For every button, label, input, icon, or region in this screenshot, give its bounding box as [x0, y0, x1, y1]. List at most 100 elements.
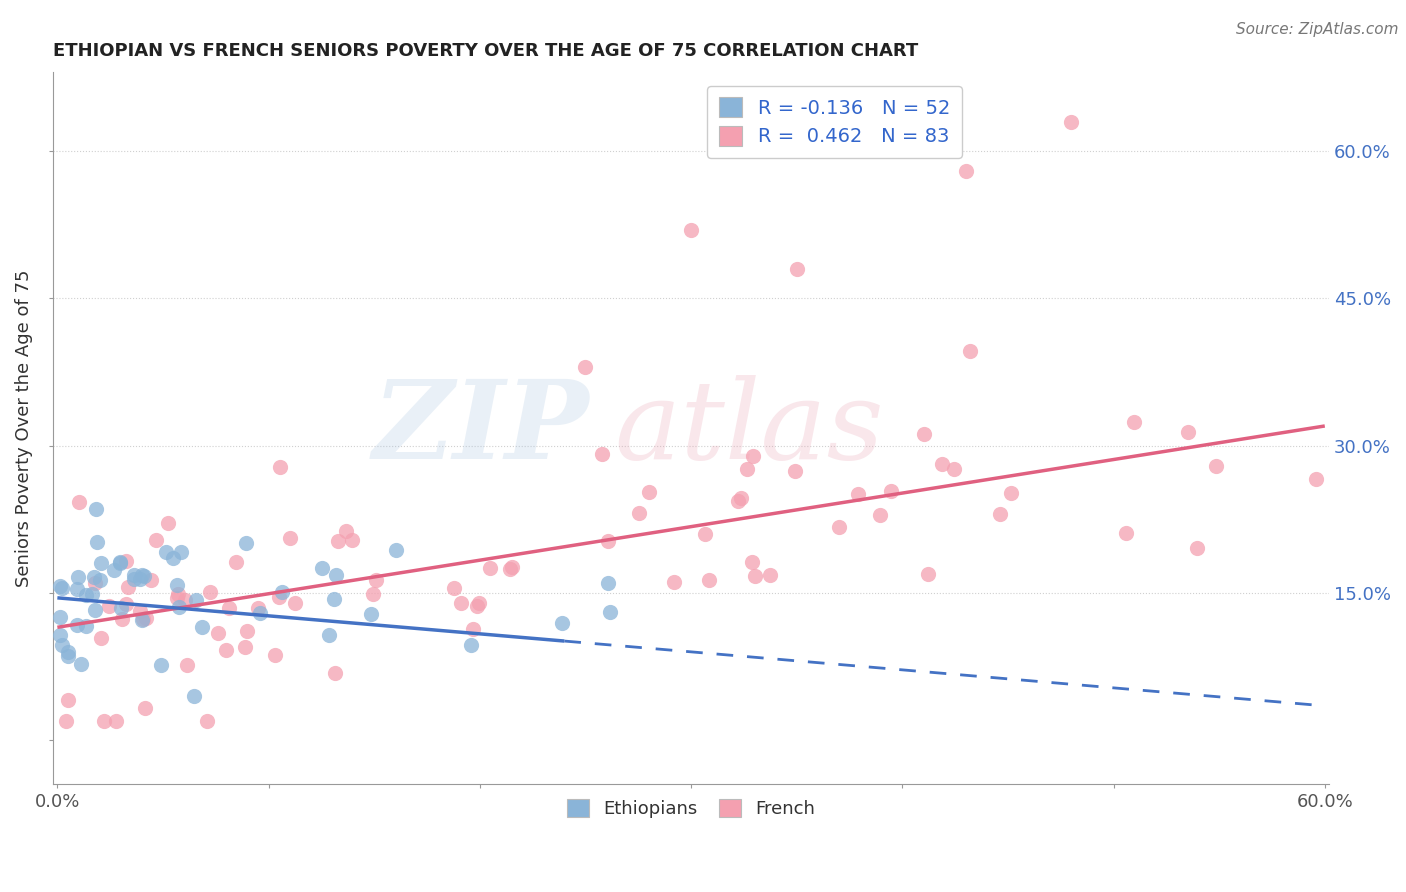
Point: [783, 464, 806, 478]
Point: [463, 622, 485, 636]
Point: [66, 570, 89, 584]
Point: [170, 545, 193, 559]
Point: [269, 590, 291, 604]
Point: [235, 535, 257, 549]
Point: [167, 587, 190, 601]
Point: [218, 601, 240, 615]
Point: [1000, 486, 1022, 500]
Point: [75, 619, 97, 633]
Point: [599, 605, 621, 619]
Point: [132, 569, 155, 583]
Point: [591, 446, 613, 460]
Point: [280, 531, 302, 545]
Point: [83, 576, 105, 591]
Point: [744, 569, 766, 583]
Point: [1205, 459, 1227, 474]
Point: [114, 553, 136, 567]
Point: [215, 643, 238, 657]
Point: [664, 574, 686, 589]
Point: [828, 520, 851, 534]
Point: [80, 587, 103, 601]
Point: [83, 603, 105, 617]
Point: [122, 572, 145, 586]
Point: [198, 584, 221, 599]
Point: [67, 495, 90, 509]
Point: [93, 714, 115, 728]
Point: [150, 658, 173, 673]
Point: [191, 620, 214, 634]
Point: [325, 567, 347, 582]
Point: [880, 484, 903, 499]
Point: [90, 557, 112, 571]
Point: [727, 493, 749, 508]
Point: [326, 534, 349, 549]
Point: [184, 593, 207, 607]
Point: [114, 597, 136, 611]
Point: [360, 607, 382, 621]
Point: [478, 561, 501, 575]
Point: [340, 533, 363, 548]
Point: [460, 639, 482, 653]
Text: atlas: atlas: [614, 375, 884, 483]
Point: [195, 714, 218, 728]
Point: [246, 600, 269, 615]
Point: [1115, 525, 1137, 540]
Point: [55, 714, 77, 728]
Point: [318, 628, 340, 642]
Point: [58, 645, 80, 659]
Point: [84, 501, 107, 516]
Point: [325, 666, 347, 681]
Point: [1187, 541, 1209, 555]
Point: [1122, 415, 1144, 429]
Point: [49, 610, 72, 624]
Point: [361, 587, 384, 601]
Point: [1177, 425, 1199, 440]
Point: [83, 570, 105, 584]
Point: [69, 657, 91, 672]
Point: [145, 533, 167, 547]
Point: [139, 574, 162, 588]
Point: [58, 693, 80, 707]
Point: [959, 343, 981, 358]
Y-axis label: Seniors Poverty Over the Age of 75: Seniors Poverty Over the Age of 75: [15, 269, 32, 587]
Point: [110, 556, 132, 570]
Point: [131, 568, 153, 582]
Point: [65, 618, 87, 632]
Point: [737, 462, 759, 476]
Point: [174, 592, 197, 607]
Point: [271, 585, 294, 599]
Point: [58, 648, 80, 663]
Point: [450, 596, 472, 610]
Point: [236, 624, 259, 639]
Point: [134, 700, 156, 714]
Point: [167, 599, 190, 614]
Point: [225, 555, 247, 569]
Point: [917, 566, 939, 581]
Point: [233, 640, 256, 654]
Point: [364, 574, 387, 588]
Point: [249, 607, 271, 621]
Text: Source: ZipAtlas.com: Source: ZipAtlas.com: [1236, 22, 1399, 37]
Point: [955, 163, 977, 178]
Point: [162, 550, 184, 565]
Point: [155, 545, 177, 559]
Point: [111, 612, 134, 626]
Point: [730, 491, 752, 505]
Point: [931, 457, 953, 471]
Point: [385, 543, 408, 558]
Point: [311, 560, 333, 574]
Point: [741, 449, 763, 463]
Point: [76, 588, 98, 602]
Point: [176, 658, 198, 673]
Point: [128, 604, 150, 618]
Point: [284, 597, 307, 611]
Point: [550, 615, 572, 630]
Point: [89, 573, 111, 587]
Point: [49, 579, 72, 593]
Point: [786, 261, 808, 276]
Point: [741, 555, 763, 569]
Point: [846, 487, 869, 501]
Point: [912, 427, 935, 442]
Point: [90, 632, 112, 646]
Point: [942, 462, 965, 476]
